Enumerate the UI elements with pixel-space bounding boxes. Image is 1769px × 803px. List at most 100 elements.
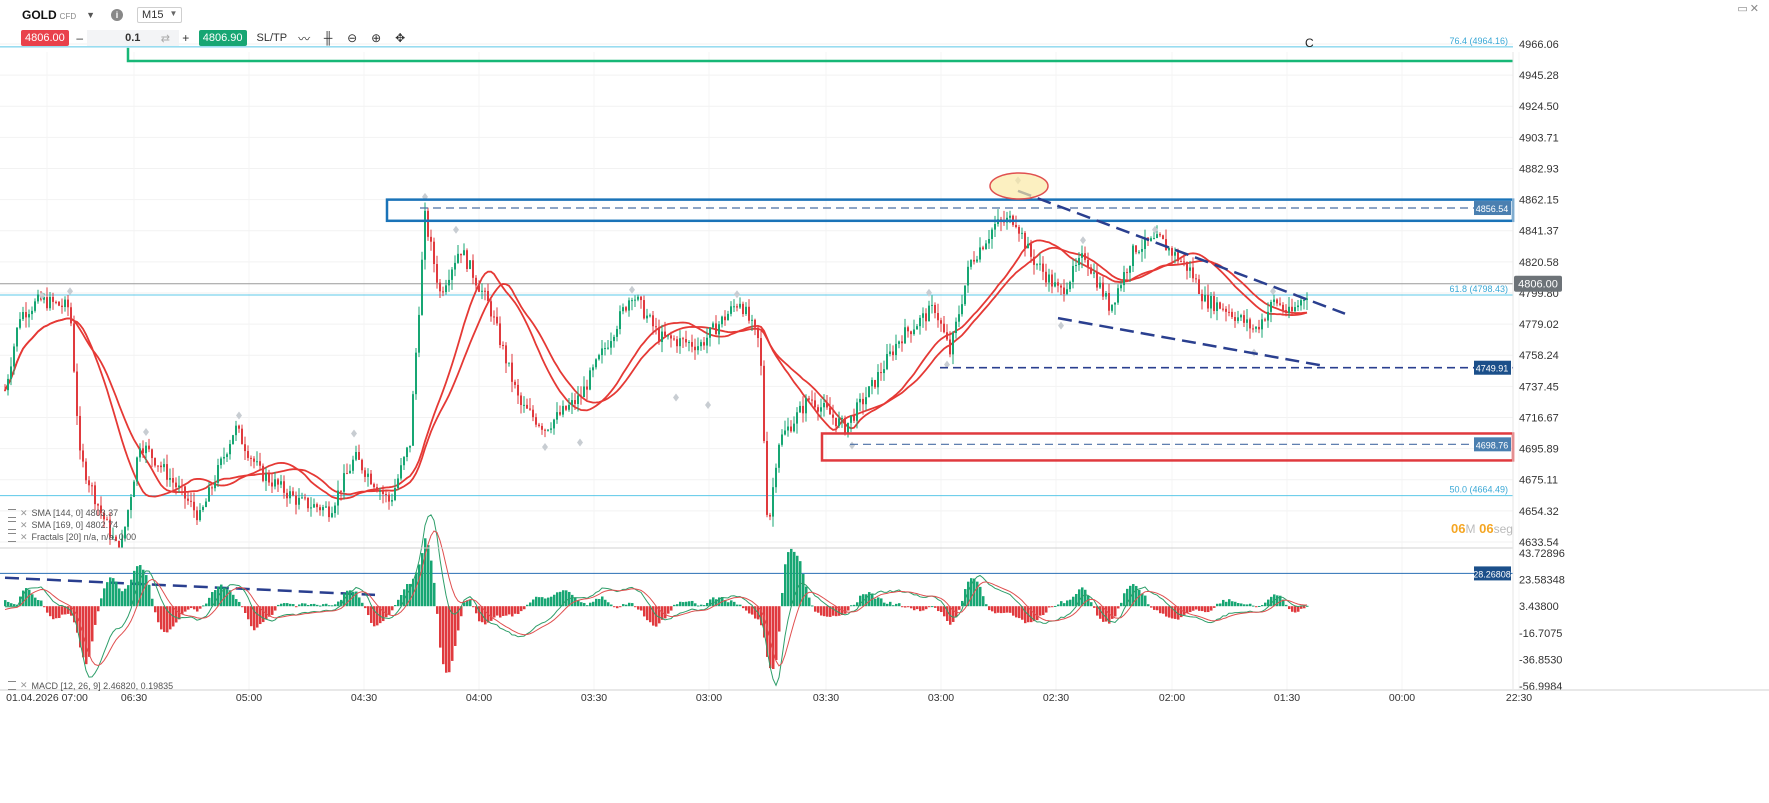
macd-histogram-bar — [970, 578, 973, 607]
remove-icon[interactable]: ✕ — [20, 532, 28, 542]
macd-histogram-bar — [1210, 606, 1213, 611]
candle-body — [235, 425, 237, 436]
macd-histogram-bar — [823, 606, 826, 617]
macd-histogram-bar — [658, 606, 661, 624]
resistance-price-tag-bg — [1474, 201, 1511, 216]
timeframe-select[interactable]: M15 ▼ — [137, 7, 183, 23]
line-chart-icon[interactable]: 〰 — [298, 31, 311, 46]
macd-histogram-bar — [433, 582, 436, 607]
candle-body — [901, 341, 903, 344]
macd-histogram-bar — [559, 591, 562, 607]
sell-button[interactable]: 4806.00 — [21, 30, 69, 46]
candle-body — [157, 465, 159, 467]
buy-button[interactable]: 4806.90 — [198, 30, 247, 46]
macd-histogram-bar — [826, 606, 829, 617]
macd-histogram-bar — [646, 606, 649, 621]
indicator-macd[interactable]: ✕ MACD [12, 26, 9] 2.46820, 0.19835 — [8, 680, 173, 691]
candle-body — [199, 510, 201, 521]
macd-histogram-bar — [928, 606, 931, 608]
macd-histogram-bar — [871, 594, 874, 607]
macd-histogram-bar — [76, 606, 79, 633]
candle-body — [1213, 296, 1215, 312]
window-controls[interactable]: ▭✕ — [1737, 2, 1761, 15]
candle-body — [313, 504, 315, 508]
minimize-icon[interactable]: ▭ — [1737, 3, 1750, 15]
swap-icon[interactable]: ⇄ — [160, 32, 170, 45]
macd-histogram-bar — [1204, 606, 1207, 613]
remove-icon[interactable]: ✕ — [20, 520, 28, 530]
macd-histogram-bar — [1192, 606, 1195, 611]
macd-histogram-bar — [439, 606, 442, 648]
settings-icon[interactable] — [8, 520, 16, 530]
candle-body — [460, 253, 462, 256]
settings-icon[interactable] — [8, 532, 16, 542]
candle-body — [1168, 248, 1170, 251]
macd-histogram-bar — [538, 597, 541, 607]
candle-body — [64, 299, 66, 307]
candle-body — [445, 285, 447, 293]
candle-body — [700, 342, 702, 347]
macd-histogram-bar — [1159, 606, 1162, 614]
indicator-fractals[interactable]: ✕ Fractals [20] n/a, n/a, 0.00 — [8, 531, 136, 543]
indicator-sma-169[interactable]: ✕ SMA [169, 0] 4802.74 — [8, 519, 136, 531]
macd-histogram-bar — [943, 606, 946, 617]
zoom-out-icon[interactable]: ⊖ — [347, 31, 358, 45]
support-price-tag-bg — [1474, 437, 1511, 452]
candle-body — [829, 407, 831, 415]
macd-histogram-bar — [262, 606, 265, 623]
quantity-input[interactable] — [86, 30, 179, 46]
macd-histogram-bar — [643, 606, 646, 617]
macd-histogram-bar — [319, 605, 322, 607]
macd-histogram-bar — [724, 600, 727, 607]
macd-histogram-bar — [1252, 605, 1255, 607]
crosshair-icon[interactable]: ✥ — [395, 31, 406, 45]
remove-icon[interactable]: ✕ — [20, 508, 28, 518]
candle-body — [355, 452, 357, 460]
close-icon[interactable]: ✕ — [1749, 3, 1761, 15]
macd-histogram-bar — [1195, 606, 1198, 610]
symbol-name[interactable]: GOLD — [22, 8, 57, 22]
macd-histogram-bar — [1060, 601, 1063, 607]
macd-histogram-bar — [763, 606, 766, 638]
macd-histogram-bar — [265, 606, 268, 620]
macd-histogram-bar — [1243, 604, 1246, 607]
macd-histogram-bar — [682, 602, 685, 607]
settings-icon[interactable] — [8, 681, 16, 690]
macd-histogram-bar — [1024, 606, 1027, 624]
macd-panel: 43.7289623.583483.43800-16.7075-36.8530-… — [0, 514, 1565, 693]
macd-histogram-bar — [484, 606, 487, 625]
settings-icon[interactable] — [8, 508, 16, 518]
indicator-sma-144[interactable]: ✕ SMA [144, 0] 4803.37 — [8, 507, 136, 519]
candle-body — [712, 323, 714, 328]
candle-body — [358, 452, 360, 460]
sltp-button[interactable]: SL/TP — [256, 32, 288, 44]
remove-icon[interactable]: ✕ — [20, 680, 28, 690]
candle-body — [1174, 252, 1176, 256]
macd-histogram-bar — [886, 603, 889, 607]
candle-body — [1237, 317, 1239, 321]
candle-body — [1144, 237, 1146, 249]
macd-level-tag: 28.26808 — [1473, 569, 1511, 579]
macd-histogram-bar — [1153, 606, 1156, 610]
quantity-decrease-button[interactable]: – — [76, 31, 84, 45]
candle-body — [400, 465, 402, 479]
macd-histogram-bar — [1276, 595, 1279, 607]
macd-histogram-bar — [964, 589, 967, 607]
quantity-increase-button[interactable]: + — [182, 31, 190, 45]
info-icon[interactable]: i — [111, 9, 124, 21]
macd-histogram-bar — [490, 606, 493, 621]
macd-histogram-bar — [670, 606, 673, 611]
caret-down-icon[interactable]: ▼ — [86, 10, 96, 20]
drawings[interactable]: C — [126, 36, 1515, 462]
candle-body — [385, 493, 387, 495]
zoom-in-icon[interactable]: ⊕ — [371, 31, 382, 45]
macd-histogram-bar — [1105, 606, 1108, 622]
candle-chart-icon[interactable]: ╫ — [323, 31, 333, 45]
candle-body — [1300, 300, 1302, 306]
candle-body — [1075, 265, 1077, 267]
macd-histogram-bar — [352, 591, 355, 607]
price-tags: 4856.54 4749.91 4698.76 28.26808 4806.00 — [1473, 201, 1562, 581]
price-axis-label: 4633.54 — [1519, 537, 1559, 549]
